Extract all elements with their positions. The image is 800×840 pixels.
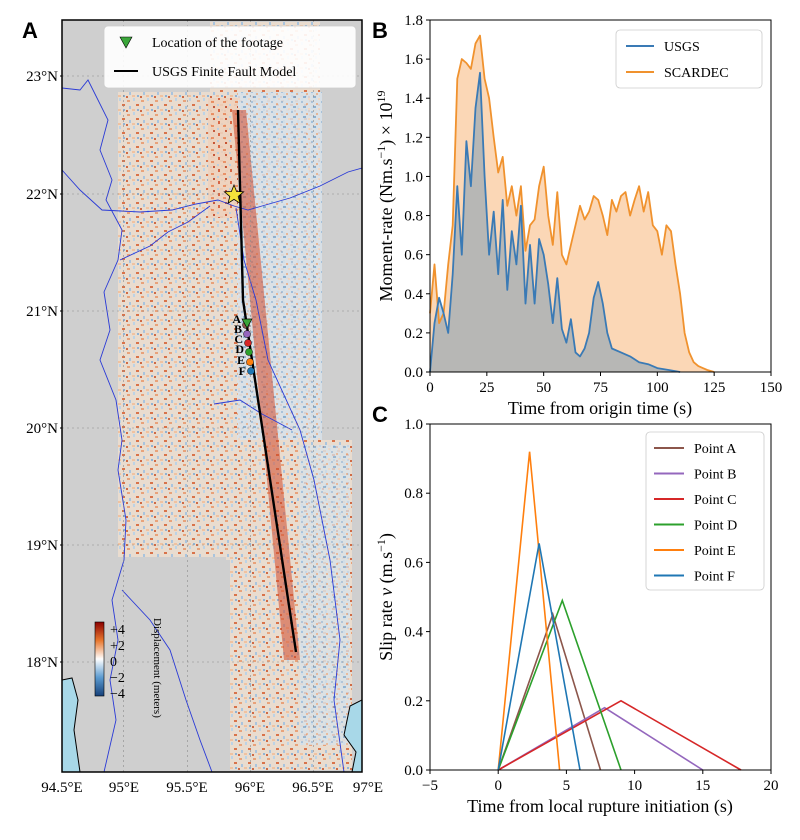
b-xtick-label: 100 bbox=[646, 380, 669, 396]
c-legend-label: Point A bbox=[694, 442, 737, 457]
point-label-d: D bbox=[235, 342, 244, 356]
b-area-scardec bbox=[430, 35, 715, 372]
b-ytick-label: 1.6 bbox=[404, 52, 423, 68]
c-xlabel: Time from local rupture initiation (s) bbox=[467, 796, 733, 817]
c-line-point-a bbox=[497, 611, 602, 771]
c-legend-label: Point E bbox=[694, 544, 736, 559]
epicenter-star-icon bbox=[223, 183, 245, 205]
map-frame bbox=[61, 19, 363, 773]
b-xtick-label: 25 bbox=[479, 380, 494, 396]
b-legend-scardec-label: SCARDEC bbox=[664, 66, 729, 81]
rivers bbox=[62, 79, 362, 772]
lon-tick-95: 95°E bbox=[109, 780, 139, 796]
lat-tick-23: 23°N bbox=[26, 69, 58, 85]
c-ytick-label: 0.8 bbox=[404, 486, 423, 502]
c-xtick-label: 20 bbox=[764, 778, 779, 794]
c-legend-label: Point D bbox=[694, 519, 737, 534]
c-legend-label: Point C bbox=[694, 493, 736, 508]
legend-footage-label: Location of the footage bbox=[152, 36, 283, 51]
lat-tick-20: 20°N bbox=[26, 421, 58, 437]
c-legend-label: Point B bbox=[694, 468, 736, 483]
b-ytick-label: 0.0 bbox=[404, 365, 423, 381]
lon-tick-97: 97°E bbox=[353, 780, 383, 796]
colorbar-tick-p2: +2 bbox=[110, 639, 125, 654]
b-ytick-label: 0.4 bbox=[404, 287, 423, 303]
c-xtick-label: 15 bbox=[695, 778, 710, 794]
colorbar-tick-0: 0 bbox=[110, 655, 117, 670]
b-line-usgs bbox=[429, 71, 681, 373]
c-xtick-label: 0 bbox=[494, 778, 502, 794]
panel-label-b: B bbox=[372, 18, 388, 43]
b-ytick-label: 0.8 bbox=[404, 209, 423, 225]
b-legend: USGS SCARDEC bbox=[615, 29, 763, 89]
panel-label-c: C bbox=[372, 402, 388, 427]
legend-footage-icon bbox=[119, 36, 133, 49]
map-legend: Location of the footage USGS Finite Faul… bbox=[103, 25, 357, 89]
legend-fault-label: USGS Finite Fault Model bbox=[152, 65, 296, 80]
point-label-b: B bbox=[234, 322, 242, 336]
point-label-a: A bbox=[232, 312, 241, 326]
c-xtick-label: 10 bbox=[627, 778, 642, 794]
point-label-c: C bbox=[234, 332, 243, 346]
lon-tick-96: 96°E bbox=[235, 780, 265, 796]
colorbar-title: Displacement (meters) bbox=[151, 618, 163, 718]
c-ytick-label: 1.0 bbox=[404, 417, 423, 433]
lat-tick-22: 22°N bbox=[26, 187, 58, 203]
c-ytick-label: 0.2 bbox=[404, 694, 423, 710]
c-xtick-label: 5 bbox=[563, 778, 571, 794]
b-ylabel: Moment-rate (Nm.s−1) × 1019 bbox=[374, 91, 397, 302]
rupture-points bbox=[241, 318, 255, 375]
c-line-point-b bbox=[497, 706, 704, 771]
b-ytick-label: 1.8 bbox=[404, 13, 423, 29]
c-legend-label: Point F bbox=[694, 570, 735, 585]
c-ytick-label: 0.4 bbox=[404, 625, 423, 641]
b-xlabel: Time from origin time (s) bbox=[508, 398, 692, 419]
sea-west bbox=[62, 677, 81, 772]
c-line-point-c bbox=[497, 699, 742, 771]
c-ytick-label: 0.6 bbox=[404, 555, 423, 571]
lon-tick-945: 94.5°E bbox=[41, 780, 82, 796]
footage-marker-icon bbox=[241, 318, 253, 329]
b-area-usgs bbox=[430, 72, 681, 373]
panel-label-a: A bbox=[22, 18, 38, 43]
colorbar-tick-p4: +4 bbox=[110, 623, 125, 638]
b-xtick-label: 150 bbox=[760, 380, 783, 396]
c-ylabel: Slip rate v (m.s−1) bbox=[374, 533, 397, 661]
c-legend: Point A Point B Point C Point D Point E Point… bbox=[645, 431, 765, 591]
moment-rate-chart: B 0 25 50 75 100 125 150 0.0 0.2 0.4 0.6 0.8 1.0 1.2 1… bbox=[372, 13, 782, 419]
c-line-point-d bbox=[497, 598, 622, 771]
map-panel: A B C D E F Location of the footage USGS… bbox=[22, 18, 383, 796]
b-ytick-label: 1.4 bbox=[404, 91, 423, 107]
b-xtick-label: 0 bbox=[426, 380, 434, 396]
b-line-scardec bbox=[429, 34, 715, 373]
lat-tick-19: 19°N bbox=[26, 538, 58, 554]
c-line-point-e bbox=[497, 451, 561, 771]
b-xtick-label: 50 bbox=[536, 380, 551, 396]
slip-rate-chart: C −5 0 5 10 15 20 0.0 0.2 0.4 0.6 0.8 1.0 Time from… bbox=[372, 402, 779, 817]
colorbar-tick-m4: −4 bbox=[110, 687, 125, 702]
c-line-point-f bbox=[497, 543, 581, 771]
point-labels: A B C D E F bbox=[232, 312, 246, 378]
point-label-e: E bbox=[237, 353, 245, 367]
colorbar: +4 +2 0 −2 −4 Displacement (meters) bbox=[94, 618, 163, 718]
b-ytick-label: 1.2 bbox=[404, 130, 423, 146]
lon-tick-955: 95.5°E bbox=[166, 780, 207, 796]
lon-tick-965: 96.5°E bbox=[292, 780, 333, 796]
b-ytick-label: 1.0 bbox=[404, 169, 423, 185]
lat-tick-18: 18°N bbox=[26, 655, 58, 671]
b-legend-usgs-label: USGS bbox=[664, 40, 700, 55]
c-ytick-label: 0.0 bbox=[404, 763, 423, 779]
b-ytick-label: 0.6 bbox=[404, 248, 423, 264]
b-xtick-label: 75 bbox=[593, 380, 608, 396]
lat-tick-21: 21°N bbox=[26, 304, 58, 320]
fault-trace bbox=[236, 109, 298, 653]
c-xtick-label: −5 bbox=[422, 778, 438, 794]
sea-east bbox=[343, 699, 362, 772]
b-ytick-label: 0.2 bbox=[404, 326, 423, 342]
colorbar-tick-m2: −2 bbox=[110, 671, 125, 686]
b-xtick-label: 125 bbox=[703, 380, 726, 396]
point-label-f: F bbox=[239, 364, 246, 378]
